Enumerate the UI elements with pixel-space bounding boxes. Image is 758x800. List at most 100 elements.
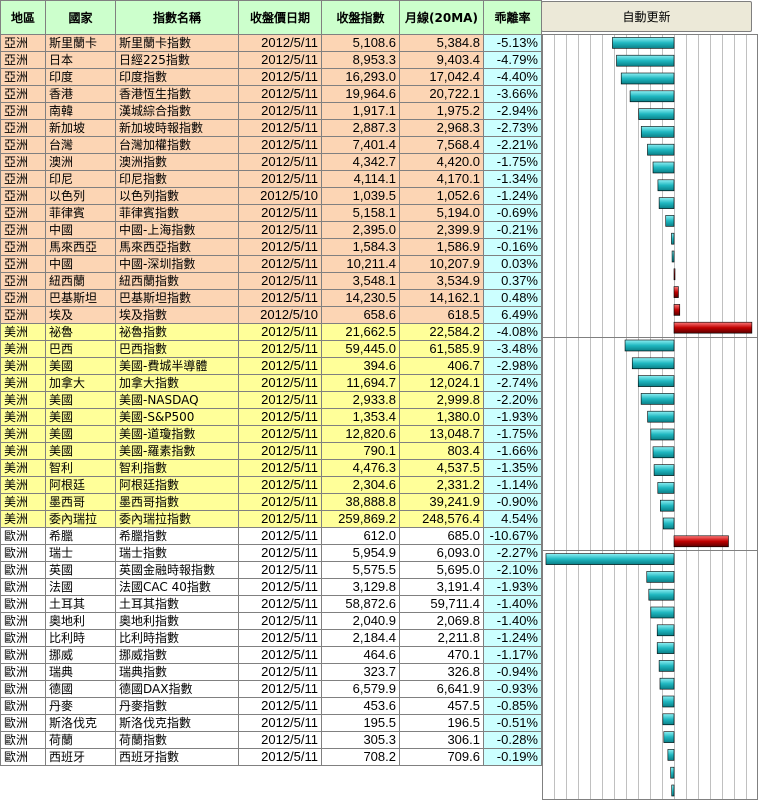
row-deviation-cell[interactable]: -1.93% <box>483 578 542 596</box>
row-close-cell[interactable]: 8,953.3 <box>321 51 400 69</box>
row-country-cell[interactable]: 中國 <box>45 221 116 239</box>
row-ma20-cell[interactable]: 196.5 <box>399 714 484 732</box>
row-close-cell[interactable]: 3,129.8 <box>321 578 400 596</box>
row-deviation-cell[interactable]: -1.40% <box>483 612 542 630</box>
row-region-cell[interactable]: 美洲 <box>0 459 46 477</box>
row-ma20-cell[interactable]: 12,024.1 <box>399 374 484 392</box>
row-ma20-cell[interactable]: 306.1 <box>399 731 484 749</box>
row-index-name-cell[interactable]: 台灣加權指數 <box>115 136 239 154</box>
row-index-name-cell[interactable]: 阿根廷指數 <box>115 476 239 494</box>
header-ma20[interactable]: 月線(20MA) <box>399 0 484 35</box>
row-country-cell[interactable]: 希臘 <box>45 527 116 545</box>
row-country-cell[interactable]: 比利時 <box>45 629 116 647</box>
row-country-cell[interactable]: 祕魯 <box>45 323 116 341</box>
row-deviation-cell[interactable]: -4.40% <box>483 68 542 86</box>
row-region-cell[interactable]: 亞洲 <box>0 136 46 154</box>
row-region-cell[interactable]: 美洲 <box>0 510 46 528</box>
row-date-cell[interactable]: 2012/5/11 <box>238 680 322 698</box>
row-region-cell[interactable]: 亞洲 <box>0 272 46 290</box>
row-deviation-cell[interactable]: -0.90% <box>483 493 542 511</box>
row-deviation-cell[interactable]: -3.66% <box>483 85 542 103</box>
row-close-cell[interactable]: 305.3 <box>321 731 400 749</box>
row-date-cell[interactable]: 2012/5/11 <box>238 578 322 596</box>
row-close-cell[interactable]: 2,040.9 <box>321 612 400 630</box>
row-ma20-cell[interactable]: 1,380.0 <box>399 408 484 426</box>
row-deviation-cell[interactable]: -0.69% <box>483 204 542 222</box>
row-region-cell[interactable]: 歐洲 <box>0 561 46 579</box>
row-index-name-cell[interactable]: 埃及指數 <box>115 306 239 324</box>
row-deviation-cell[interactable]: 0.48% <box>483 289 542 307</box>
row-date-cell[interactable]: 2012/5/11 <box>238 136 322 154</box>
row-ma20-cell[interactable]: 248,576.4 <box>399 510 484 528</box>
row-ma20-cell[interactable]: 5,384.8 <box>399 34 484 52</box>
row-country-cell[interactable]: 丹麥 <box>45 697 116 715</box>
row-deviation-cell[interactable]: -0.16% <box>483 238 542 256</box>
row-country-cell[interactable]: 菲律賓 <box>45 204 116 222</box>
row-ma20-cell[interactable]: 2,331.2 <box>399 476 484 494</box>
row-region-cell[interactable]: 美洲 <box>0 476 46 494</box>
row-index-name-cell[interactable]: 瑞典指數 <box>115 663 239 681</box>
row-date-cell[interactable]: 2012/5/11 <box>238 561 322 579</box>
row-ma20-cell[interactable]: 4,420.0 <box>399 153 484 171</box>
row-date-cell[interactable]: 2012/5/11 <box>238 408 322 426</box>
row-region-cell[interactable]: 歐洲 <box>0 527 46 545</box>
row-index-name-cell[interactable]: 美國-羅素指數 <box>115 442 239 460</box>
row-region-cell[interactable]: 歐洲 <box>0 612 46 630</box>
row-deviation-cell[interactable]: -10.67% <box>483 527 542 545</box>
row-country-cell[interactable]: 南韓 <box>45 102 116 120</box>
row-close-cell[interactable]: 1,584.3 <box>321 238 400 256</box>
row-close-cell[interactable]: 394.6 <box>321 357 400 375</box>
row-date-cell[interactable]: 2012/5/11 <box>238 170 322 188</box>
row-country-cell[interactable]: 巴基斯坦 <box>45 289 116 307</box>
row-deviation-cell[interactable]: -2.74% <box>483 374 542 392</box>
row-region-cell[interactable]: 歐洲 <box>0 646 46 664</box>
row-region-cell[interactable]: 歐洲 <box>0 578 46 596</box>
row-deviation-cell[interactable]: -2.73% <box>483 119 542 137</box>
row-region-cell[interactable]: 歐洲 <box>0 731 46 749</box>
row-country-cell[interactable]: 美國 <box>45 391 116 409</box>
row-country-cell[interactable]: 美國 <box>45 408 116 426</box>
row-region-cell[interactable]: 美洲 <box>0 425 46 443</box>
row-close-cell[interactable]: 2,304.6 <box>321 476 400 494</box>
row-deviation-cell[interactable]: 0.37% <box>483 272 542 290</box>
row-close-cell[interactable]: 658.6 <box>321 306 400 324</box>
row-ma20-cell[interactable]: 326.8 <box>399 663 484 681</box>
row-index-name-cell[interactable]: 美國-NASDAQ <box>115 391 239 409</box>
row-deviation-cell[interactable]: -5.13% <box>483 34 542 52</box>
row-date-cell[interactable]: 2012/5/11 <box>238 697 322 715</box>
row-index-name-cell[interactable]: 英國金融時報指數 <box>115 561 239 579</box>
row-index-name-cell[interactable]: 德國DAX指數 <box>115 680 239 698</box>
row-date-cell[interactable]: 2012/5/11 <box>238 476 322 494</box>
row-ma20-cell[interactable]: 4,537.5 <box>399 459 484 477</box>
row-country-cell[interactable]: 印尼 <box>45 170 116 188</box>
row-ma20-cell[interactable]: 2,968.3 <box>399 119 484 137</box>
row-close-cell[interactable]: 2,933.8 <box>321 391 400 409</box>
row-date-cell[interactable]: 2012/5/11 <box>238 289 322 307</box>
row-region-cell[interactable]: 亞洲 <box>0 153 46 171</box>
row-close-cell[interactable]: 195.5 <box>321 714 400 732</box>
row-country-cell[interactable]: 紐西蘭 <box>45 272 116 290</box>
row-deviation-cell[interactable]: -1.75% <box>483 153 542 171</box>
header-index-name[interactable]: 指數名稱 <box>115 0 239 35</box>
row-date-cell[interactable]: 2012/5/11 <box>238 238 322 256</box>
row-deviation-cell[interactable]: -0.85% <box>483 697 542 715</box>
row-country-cell[interactable]: 新加坡 <box>45 119 116 137</box>
row-close-cell[interactable]: 5,108.6 <box>321 34 400 52</box>
row-country-cell[interactable]: 日本 <box>45 51 116 69</box>
row-close-cell[interactable]: 464.6 <box>321 646 400 664</box>
row-index-name-cell[interactable]: 法國CAC 40指數 <box>115 578 239 596</box>
row-date-cell[interactable]: 2012/5/11 <box>238 51 322 69</box>
row-close-cell[interactable]: 1,917.1 <box>321 102 400 120</box>
row-region-cell[interactable]: 亞洲 <box>0 34 46 52</box>
row-ma20-cell[interactable]: 2,999.8 <box>399 391 484 409</box>
row-ma20-cell[interactable]: 618.5 <box>399 306 484 324</box>
row-region-cell[interactable]: 亞洲 <box>0 51 46 69</box>
row-deviation-cell[interactable]: -0.19% <box>483 748 542 766</box>
row-close-cell[interactable]: 2,887.3 <box>321 119 400 137</box>
row-index-name-cell[interactable]: 中國-深圳指數 <box>115 255 239 273</box>
row-close-cell[interactable]: 5,158.1 <box>321 204 400 222</box>
row-ma20-cell[interactable]: 9,403.4 <box>399 51 484 69</box>
header-region[interactable]: 地區 <box>0 0 46 35</box>
row-region-cell[interactable]: 亞洲 <box>0 289 46 307</box>
row-deviation-cell[interactable]: -2.98% <box>483 357 542 375</box>
